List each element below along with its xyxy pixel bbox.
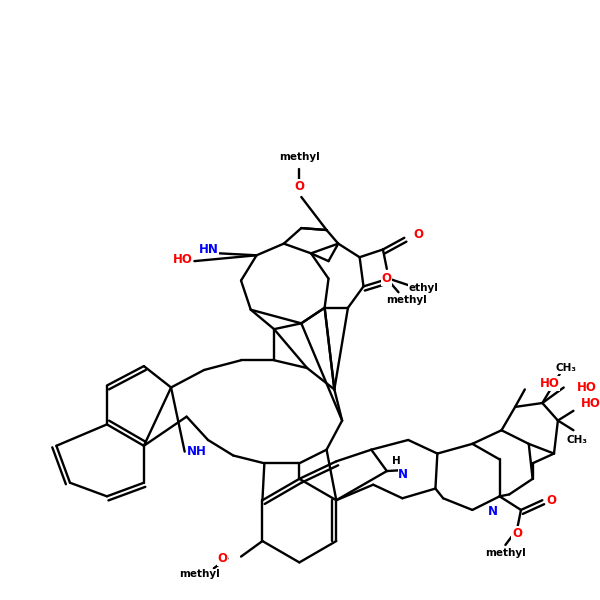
Text: methyl: methyl bbox=[386, 295, 427, 305]
Text: HN: HN bbox=[199, 243, 218, 256]
Text: O: O bbox=[295, 180, 304, 193]
Text: CH₃: CH₃ bbox=[567, 435, 588, 445]
Text: H: H bbox=[392, 457, 401, 466]
Text: O: O bbox=[512, 527, 522, 540]
Text: methyl: methyl bbox=[279, 152, 320, 162]
Text: HO: HO bbox=[577, 381, 597, 394]
Text: N: N bbox=[488, 505, 498, 518]
Text: ethyl: ethyl bbox=[409, 283, 439, 293]
Text: O: O bbox=[413, 229, 423, 241]
Text: HO: HO bbox=[173, 253, 193, 266]
Text: O: O bbox=[546, 494, 556, 507]
Text: HO: HO bbox=[539, 377, 559, 390]
Text: NH: NH bbox=[187, 445, 206, 458]
Text: CH₃: CH₃ bbox=[555, 363, 576, 373]
Text: methyl: methyl bbox=[179, 569, 220, 579]
Text: N: N bbox=[398, 469, 409, 481]
Text: O: O bbox=[217, 552, 227, 565]
Text: O: O bbox=[382, 272, 392, 285]
Text: HO: HO bbox=[581, 397, 600, 410]
Text: methyl: methyl bbox=[485, 548, 526, 558]
